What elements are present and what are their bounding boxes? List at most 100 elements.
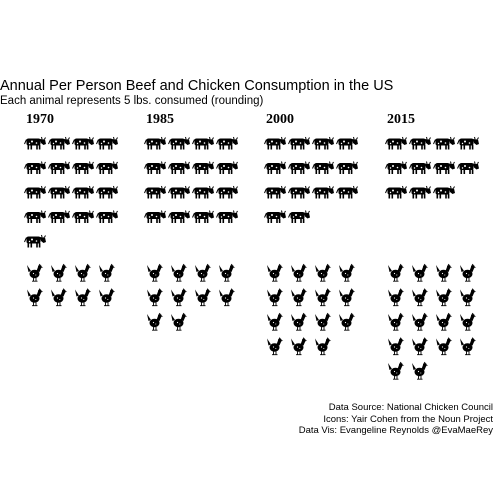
cow-icon	[168, 210, 191, 224]
chicken-icon	[266, 336, 284, 356]
chicken-icon	[290, 336, 308, 356]
chicken-icon	[146, 312, 164, 331]
chicken-icon	[290, 287, 308, 307]
cow-icon	[168, 136, 191, 150]
chicken-icon	[266, 263, 284, 282]
chicken-icon	[98, 263, 116, 282]
chicken-icon	[50, 263, 68, 282]
chicken-icon	[218, 263, 236, 282]
chicken-icon	[290, 312, 308, 331]
cow-icon	[216, 136, 239, 150]
chicken-icon	[314, 287, 332, 307]
chicken-icon	[411, 263, 429, 282]
chicken-icon	[459, 287, 477, 307]
cow-icon	[24, 234, 47, 248]
chicken-icon	[170, 263, 188, 282]
chicken-icon	[266, 312, 284, 331]
year-label-1985: 1985	[146, 112, 174, 127]
cow-icon	[457, 161, 480, 175]
year-label-2000: 2000	[266, 112, 294, 127]
chicken-icon	[314, 336, 332, 356]
chicken-icon	[338, 312, 356, 331]
chicken-icon	[338, 263, 356, 282]
cow-icon	[433, 161, 456, 175]
cow-icon	[264, 185, 287, 199]
cow-icon	[216, 161, 239, 175]
chicken-icon	[387, 336, 405, 356]
cow-icon	[216, 210, 239, 224]
cow-icon	[144, 210, 167, 224]
chicken-icon	[146, 287, 164, 307]
cow-icon	[288, 161, 311, 175]
cow-icon	[264, 210, 287, 224]
chicken-icon	[435, 287, 453, 307]
chicken-icon	[411, 287, 429, 307]
cow-icon	[144, 161, 167, 175]
cow-icon	[192, 210, 215, 224]
caption-data-vis-credit: Data Vis: Evangeline Reynolds @EvaMaeRey	[298, 425, 493, 436]
chicken-icon	[314, 312, 332, 331]
chicken-icon	[459, 263, 477, 282]
caption-icons-credit: Icons: Yair Cohen from the Noun Project	[323, 413, 493, 425]
cow-icon	[48, 210, 71, 224]
cow-icon	[24, 161, 47, 175]
cow-icon	[192, 185, 215, 199]
chicken-icon	[26, 287, 44, 307]
cow-icon	[48, 136, 71, 150]
cow-icon	[385, 161, 408, 175]
cow-icon	[288, 185, 311, 199]
chart-subtitle: Each animal represents 5 lbs. consumed (…	[0, 95, 264, 107]
cow-icon	[72, 210, 95, 224]
year-label-2015: 2015	[387, 112, 415, 127]
cow-icon	[48, 161, 71, 175]
cow-icon	[409, 136, 432, 150]
chicken-icon	[387, 263, 405, 282]
chicken-icon	[146, 263, 164, 282]
cow-icon	[312, 185, 335, 199]
cow-icon	[457, 136, 480, 150]
chicken-icon	[74, 263, 92, 282]
caption-data-source: Data Source: National Chicken Council	[328, 402, 493, 413]
cow-icon	[336, 185, 359, 199]
chart-title: Annual Per Person Beef and Chicken Consu…	[0, 78, 394, 94]
cow-icon	[144, 185, 167, 199]
chicken-icon	[435, 263, 453, 282]
chicken-icon	[459, 312, 477, 331]
cow-icon	[168, 185, 191, 199]
cow-icon	[433, 185, 456, 199]
cow-icon	[409, 185, 432, 199]
cow-icon	[288, 136, 311, 150]
chicken-icon	[194, 263, 212, 282]
cow-icon	[72, 136, 95, 150]
chicken-icon	[98, 287, 116, 307]
chicken-icon	[74, 287, 92, 307]
cow-icon	[385, 136, 408, 150]
cow-icon	[24, 136, 47, 150]
cow-icon	[144, 136, 167, 150]
chicken-icon	[266, 287, 284, 307]
chicken-icon	[435, 312, 453, 331]
cow-icon	[72, 185, 95, 199]
cow-icon	[96, 210, 119, 224]
chicken-icon	[459, 336, 477, 356]
cow-icon	[433, 136, 456, 150]
cow-icon	[336, 161, 359, 175]
cow-icon	[96, 185, 119, 199]
chicken-icon	[411, 361, 429, 380]
cow-icon	[312, 161, 335, 175]
cow-icon	[48, 185, 71, 199]
cow-icon	[409, 161, 432, 175]
chicken-icon	[50, 287, 68, 307]
cow-icon	[336, 136, 359, 150]
cow-icon	[24, 210, 47, 224]
caption: Data Source: National Chicken Council Ic…	[299, 402, 493, 437]
chicken-icon	[170, 312, 188, 331]
chicken-icon	[26, 263, 44, 282]
cow-icon	[96, 136, 119, 150]
chicken-icon	[218, 287, 236, 307]
year-label-1970: 1970	[26, 112, 54, 127]
chicken-icon	[411, 312, 429, 331]
chicken-icon	[435, 336, 453, 356]
chicken-icon	[314, 263, 332, 282]
chicken-icon	[338, 287, 356, 307]
